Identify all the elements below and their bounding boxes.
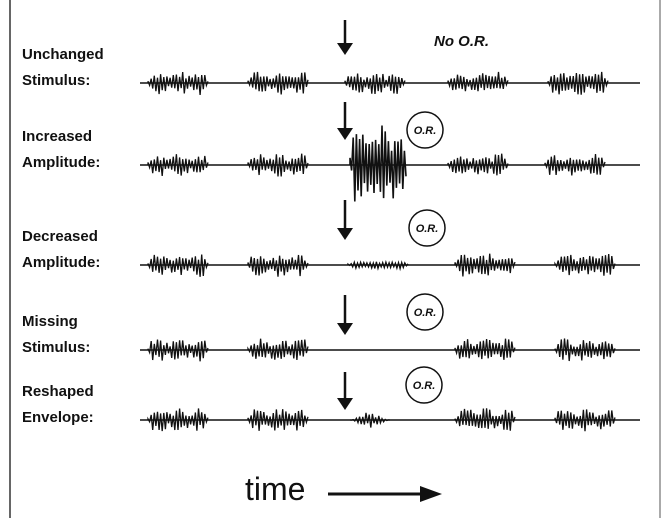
waveform-burst <box>247 153 309 177</box>
row-label: Stimulus: <box>22 339 90 356</box>
waveform-burst <box>347 259 409 272</box>
waveform-burst <box>344 73 406 95</box>
or-label: O.R. <box>414 307 437 319</box>
stimulus-arrow-head <box>337 128 353 140</box>
row-label: Amplitude: <box>22 254 100 271</box>
or-label: O.R. <box>414 125 437 137</box>
waveform-burst <box>147 408 209 432</box>
row-label: Missing <box>22 313 78 330</box>
waveform-burst <box>554 253 616 276</box>
or-label: O.R. <box>416 223 439 235</box>
waveform-burst <box>454 338 516 360</box>
waveform-burst <box>247 71 309 95</box>
row-label: Stimulus: <box>22 72 90 89</box>
waveform-burst <box>349 412 391 428</box>
waveform-burst <box>544 153 606 176</box>
waveform-burst <box>349 125 407 202</box>
row-label: Reshaped <box>22 383 94 400</box>
waveform-burst <box>147 254 209 277</box>
waveform-burst <box>447 71 509 92</box>
waveform-burst <box>247 409 309 431</box>
or-circle <box>406 293 444 331</box>
waveform-burst <box>554 338 616 362</box>
no-or-label: No O.R. <box>434 33 489 50</box>
stimulus-arrow-head <box>337 398 353 410</box>
waveform-burst <box>554 409 616 432</box>
or-circle <box>405 366 443 404</box>
waveform-burst <box>547 71 609 95</box>
waveform-burst <box>147 154 209 176</box>
row-label: Envelope: <box>22 409 94 426</box>
row-label: Unchanged <box>22 46 104 63</box>
waveform-burst <box>247 338 309 360</box>
waveform-burst <box>247 254 309 277</box>
waveform-burst <box>454 408 516 431</box>
rows: Unchanged Stimulus: Increased Amplitude: O.R… <box>22 20 640 432</box>
row-label: Decreased <box>22 228 98 245</box>
time-arrow-head <box>420 486 442 502</box>
waveform-burst <box>447 153 509 176</box>
stimulus-arrow-head <box>337 323 353 335</box>
row-label: Amplitude: <box>22 154 100 171</box>
stimulus-arrow-head <box>337 228 353 240</box>
or-circle <box>406 111 444 149</box>
waveform-burst <box>147 339 209 362</box>
waveform-burst <box>454 253 516 277</box>
time-label: time <box>245 471 305 507</box>
or-label: O.R. <box>413 380 436 392</box>
waveform-burst <box>147 72 209 95</box>
row-label: Increased <box>22 128 92 145</box>
or-circle <box>408 209 446 247</box>
stimulus-arrow-head <box>337 43 353 55</box>
